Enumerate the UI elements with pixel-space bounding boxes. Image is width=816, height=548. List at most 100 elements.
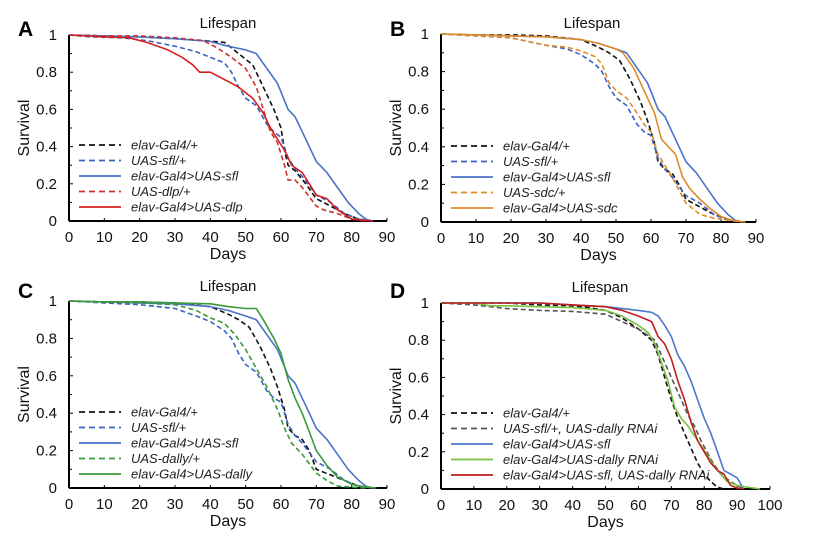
x-tick-label: 80 <box>713 230 730 247</box>
series-line-4 <box>440 33 743 223</box>
series-line-5 <box>441 302 744 490</box>
chart-title: Lifespan <box>572 279 629 296</box>
legend-label: elav-Gal4>UAS-sfl <box>131 436 239 451</box>
x-tick-label: 50 <box>237 496 254 513</box>
x-axis-label: Days <box>580 247 616 264</box>
x-tick-label: 60 <box>273 496 290 513</box>
x-tick-label: 80 <box>696 497 713 514</box>
y-tick-label: 0.4 <box>36 139 57 156</box>
x-tick-label: 20 <box>131 229 148 246</box>
x-tick-label: 90 <box>379 496 396 513</box>
y-tick-label: 0.2 <box>408 176 429 193</box>
legend: elav-Gal4/+UAS-sfl/+elav-Gal4>UAS-sflUAS… <box>79 138 243 215</box>
series-line-2 <box>68 300 374 489</box>
series-line-3 <box>68 300 374 489</box>
x-tick-label: 40 <box>573 230 590 247</box>
x-tick-label: 90 <box>729 497 746 514</box>
x-tick-label: 20 <box>498 497 515 514</box>
x-axis-label: Days <box>210 513 246 530</box>
y-tick-label: 1 <box>49 293 57 310</box>
x-tick-label: 90 <box>379 229 396 246</box>
legend-label: UAS-dlp/+ <box>131 184 191 199</box>
x-tick-label: 30 <box>167 229 184 246</box>
y-tick-label: 0 <box>49 213 57 230</box>
y-tick-label: 0 <box>421 481 429 498</box>
x-tick-label: 30 <box>167 496 184 513</box>
legend-label: UAS-sdc/+ <box>503 185 566 200</box>
x-tick-label: 60 <box>643 230 660 247</box>
y-axis-label: Survival <box>388 368 405 425</box>
y-tick-label: 1 <box>421 26 429 43</box>
legend: elav-Gal4/+UAS-sfl/+elav-Gal4>UAS-sflUAS… <box>451 139 618 216</box>
y-tick-label: 0.8 <box>408 332 429 349</box>
legend-label: elav-Gal4/+ <box>131 405 198 420</box>
series-line-5 <box>440 33 746 223</box>
legend-label: UAS-sfl/+ <box>131 420 187 435</box>
series-line-4 <box>68 300 366 489</box>
x-tick-label: 100 <box>757 497 782 514</box>
x-tick-label: 60 <box>273 229 290 246</box>
legend-label: elav-Gal4>UAS-dlp <box>131 200 243 215</box>
panel-letter: C <box>18 280 33 303</box>
x-tick-label: 70 <box>663 497 680 514</box>
y-tick-label: 0.8 <box>36 64 57 81</box>
y-tick-label: 1 <box>421 295 429 312</box>
x-tick-label: 30 <box>531 497 548 514</box>
x-tick-label: 0 <box>65 229 73 246</box>
series-line-3 <box>68 34 374 222</box>
y-tick-label: 0.2 <box>36 443 57 460</box>
y-tick-label: 0.4 <box>408 407 429 424</box>
panel-letter: A <box>18 18 33 41</box>
legend-label: elav-Gal4>UAS-sfl, UAS-dally RNAi <box>503 468 710 483</box>
x-tick-label: 80 <box>343 229 360 246</box>
legend-label: UAS-sfl/+ <box>503 154 559 169</box>
x-tick-label: 80 <box>343 496 360 513</box>
panel-letter: D <box>390 280 405 303</box>
legend-label: UAS-sfl/+, UAS-dally RNAi <box>503 421 658 436</box>
y-tick-label: 0.6 <box>36 368 57 385</box>
y-tick-label: 0.4 <box>408 139 429 156</box>
x-tick-label: 0 <box>437 230 445 247</box>
legend: elav-Gal4/+UAS-sfl/+, UAS-dally RNAielav… <box>451 406 710 483</box>
x-tick-label: 70 <box>308 229 325 246</box>
x-tick-label: 10 <box>466 497 483 514</box>
chart-title: Lifespan <box>200 15 257 32</box>
legend: elav-Gal4/+UAS-sfl/+elav-Gal4>UAS-sflUAS… <box>79 405 254 482</box>
legend-label: elav-Gal4>UAS-sdc <box>503 201 618 216</box>
x-axis-label: Days <box>210 246 246 263</box>
x-tick-label: 60 <box>630 497 647 514</box>
y-tick-label: 0.6 <box>408 101 429 118</box>
series-line-5 <box>68 300 377 489</box>
legend-label: elav-Gal4/+ <box>131 138 198 153</box>
x-tick-label: 90 <box>748 230 765 247</box>
y-tick-label: 0 <box>421 214 429 231</box>
x-tick-label: 50 <box>597 497 614 514</box>
chart-title: Lifespan <box>200 278 257 295</box>
x-tick-label: 40 <box>564 497 581 514</box>
x-tick-label: 40 <box>202 229 219 246</box>
y-tick-label: 0 <box>49 480 57 497</box>
series-line-2 <box>68 34 374 222</box>
x-tick-label: 20 <box>131 496 148 513</box>
y-axis-label: Survival <box>16 366 33 423</box>
legend-label: elav-Gal4/+ <box>503 406 570 421</box>
x-tick-label: 0 <box>437 497 445 514</box>
x-tick-label: 10 <box>96 229 113 246</box>
y-tick-label: 0.2 <box>408 444 429 461</box>
legend-label: elav-Gal4>UAS-sfl <box>503 437 611 452</box>
y-axis-label: Survival <box>388 100 405 157</box>
legend-label: elav-Gal4>UAS-dally RNAi <box>503 452 659 467</box>
y-tick-label: 0.6 <box>408 369 429 386</box>
x-tick-label: 40 <box>202 496 219 513</box>
legend-label: UAS-sfl/+ <box>131 153 187 168</box>
y-tick-label: 0.6 <box>36 101 57 118</box>
x-tick-label: 0 <box>65 496 73 513</box>
x-tick-label: 50 <box>608 230 625 247</box>
y-tick-label: 0.8 <box>36 330 57 347</box>
series-line-2 <box>440 33 743 223</box>
chart-title: Lifespan <box>564 15 621 32</box>
